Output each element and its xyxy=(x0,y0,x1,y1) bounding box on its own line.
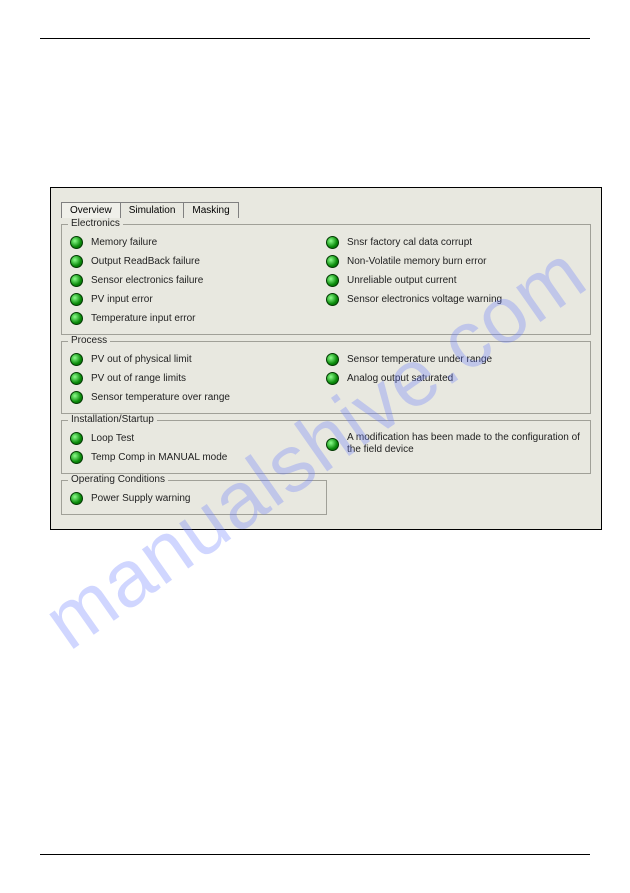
tab-masking[interactable]: Masking xyxy=(183,202,238,218)
status-pv-out-of-physical-limit: PV out of physical limit xyxy=(70,350,326,369)
status-snsr-factory-cal-corrupt: Snsr factory cal data corrupt xyxy=(326,233,582,252)
status-label: Temperature input error xyxy=(91,313,196,325)
led-icon xyxy=(326,293,339,306)
status-label: PV out of range limits xyxy=(91,373,186,385)
led-icon xyxy=(70,236,83,249)
group-process: Process PV out of physical limit PV out … xyxy=(61,341,591,414)
status-label: Sensor electronics failure xyxy=(91,275,203,287)
led-icon xyxy=(326,353,339,366)
led-icon xyxy=(70,432,83,445)
led-icon xyxy=(326,372,339,385)
status-analog-output-saturated: Analog output saturated xyxy=(326,369,582,388)
status-label: Analog output saturated xyxy=(347,373,453,385)
led-icon xyxy=(70,492,83,505)
status-nv-memory-burn-error: Non-Volatile memory burn error xyxy=(326,252,582,271)
tab-overview[interactable]: Overview xyxy=(61,202,121,218)
led-icon xyxy=(70,391,83,404)
status-sensor-temp-over-range: Sensor temperature over range xyxy=(70,388,326,407)
status-label: PV input error xyxy=(91,294,153,306)
status-sensor-temp-under-range: Sensor temperature under range xyxy=(326,350,582,369)
status-memory-failure: Memory failure xyxy=(70,233,326,252)
status-sensor-electronics-voltage-warning: Sensor electronics voltage warning xyxy=(326,290,582,309)
led-icon xyxy=(326,274,339,287)
led-icon xyxy=(326,255,339,268)
group-process-title: Process xyxy=(68,335,110,346)
status-temperature-input-error: Temperature input error xyxy=(70,309,326,328)
status-config-modified: A modification has been made to the conf… xyxy=(326,429,582,459)
led-icon xyxy=(70,372,83,385)
status-label: Sensor temperature over range xyxy=(91,392,230,404)
status-label: Snsr factory cal data corrupt xyxy=(347,237,472,249)
led-icon xyxy=(70,451,83,464)
page-frame: Overview Simulation Masking Electronics … xyxy=(40,38,590,855)
led-icon xyxy=(70,353,83,366)
tabstrip: Overview Simulation Masking xyxy=(61,202,591,218)
status-loop-test: Loop Test xyxy=(70,429,326,448)
status-unreliable-output-current: Unreliable output current xyxy=(326,271,582,290)
status-power-supply-warning: Power Supply warning xyxy=(70,489,318,508)
led-icon xyxy=(70,274,83,287)
led-icon xyxy=(70,255,83,268)
status-label: Unreliable output current xyxy=(347,275,457,287)
status-label: Non-Volatile memory burn error xyxy=(347,256,487,268)
group-electronics-title: Electronics xyxy=(68,218,123,229)
status-label: Temp Comp in MANUAL mode xyxy=(91,452,227,464)
diagnostics-panel: Overview Simulation Masking Electronics … xyxy=(50,187,602,530)
status-label: Memory failure xyxy=(91,237,157,249)
status-temp-comp-manual: Temp Comp in MANUAL mode xyxy=(70,448,326,467)
led-icon xyxy=(326,438,339,451)
group-installation: Installation/Startup Loop Test Temp Comp… xyxy=(61,420,591,474)
status-pv-out-of-range-limits: PV out of range limits xyxy=(70,369,326,388)
status-output-readback-failure: Output ReadBack failure xyxy=(70,252,326,271)
status-label: A modification has been made to the conf… xyxy=(347,432,582,456)
group-operating-conditions-title: Operating Conditions xyxy=(68,474,168,485)
status-label: Output ReadBack failure xyxy=(91,256,200,268)
status-label: Loop Test xyxy=(91,433,134,445)
led-icon xyxy=(70,293,83,306)
group-electronics: Electronics Memory failure Output ReadBa… xyxy=(61,224,591,335)
group-operating-conditions: Operating Conditions Power Supply warnin… xyxy=(61,480,327,515)
led-icon xyxy=(326,236,339,249)
led-icon xyxy=(70,312,83,325)
status-label: PV out of physical limit xyxy=(91,354,192,366)
status-label: Power Supply warning xyxy=(91,493,191,505)
status-label: Sensor electronics voltage warning xyxy=(347,294,502,306)
group-installation-title: Installation/Startup xyxy=(68,414,157,425)
status-sensor-electronics-failure: Sensor electronics failure xyxy=(70,271,326,290)
status-pv-input-error: PV input error xyxy=(70,290,326,309)
tab-simulation[interactable]: Simulation xyxy=(120,202,185,218)
status-label: Sensor temperature under range xyxy=(347,354,492,366)
